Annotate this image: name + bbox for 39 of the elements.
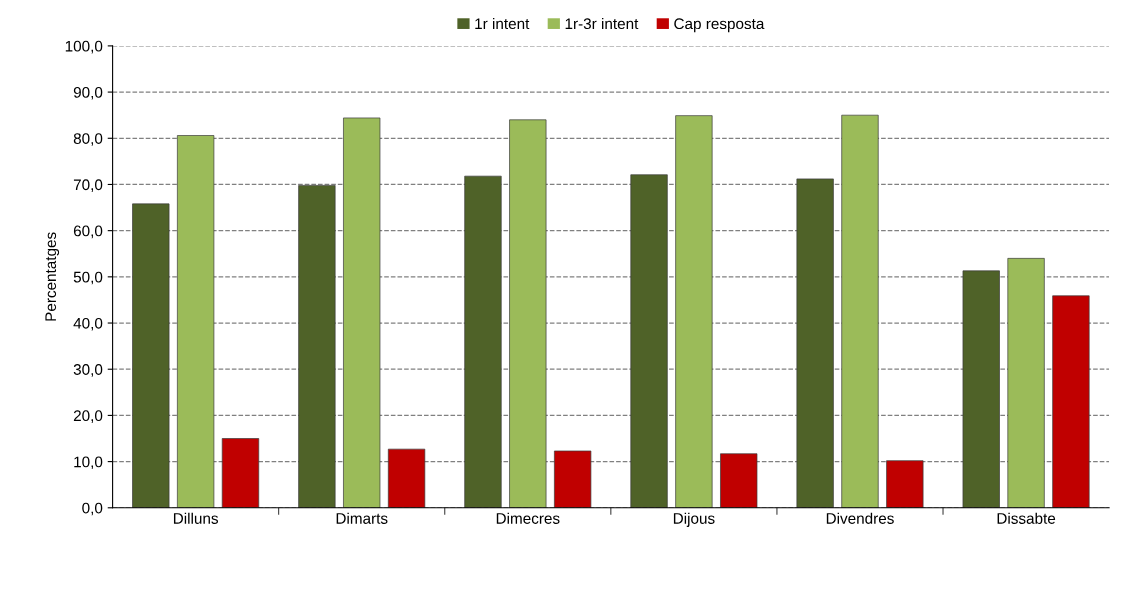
x-tick-label: Dijous — [673, 512, 715, 527]
bar — [343, 117, 381, 508]
y-tick-label: 100,0 — [65, 40, 103, 54]
bar — [962, 270, 1000, 508]
y-tick-label: 50,0 — [73, 271, 103, 285]
legend-label: 1r-3r intent — [565, 17, 639, 30]
bar — [886, 460, 924, 508]
y-tick-label: 40,0 — [73, 317, 103, 331]
bar — [464, 175, 502, 508]
bar — [1007, 258, 1045, 508]
bar — [177, 135, 215, 508]
x-tick-label: Dimarts — [336, 512, 388, 524]
y-tick-label: 90,0 — [73, 86, 103, 100]
bar — [298, 185, 336, 508]
bar — [132, 203, 170, 508]
bar — [387, 448, 426, 508]
bar — [554, 450, 592, 508]
bar — [796, 178, 834, 508]
bar — [630, 174, 668, 508]
y-tick-label: 70,0 — [73, 179, 103, 192]
y-tick-label: 30,0 — [73, 364, 103, 377]
bar — [509, 119, 547, 508]
x-tick-label: Dissabte — [997, 512, 1056, 524]
x-tick-label: Dilluns — [173, 512, 219, 524]
y-axis-title: Percentatges — [45, 232, 60, 321]
y-tick-label: 0,0 — [82, 502, 103, 516]
y-tick-label: 60,0 — [73, 225, 103, 239]
bar — [221, 438, 260, 508]
legend-label: 1r intent — [475, 17, 530, 30]
bar — [720, 453, 758, 508]
legend-label: Cap resposta — [674, 18, 765, 33]
bar — [1052, 295, 1090, 508]
y-tick-label: 80,0 — [73, 133, 103, 146]
bar — [841, 114, 879, 508]
x-tick-label: Dimecres — [496, 512, 560, 524]
x-tick-label: Divendres — [826, 512, 894, 524]
bar — [675, 115, 713, 508]
y-tick-label: 10,0 — [74, 456, 103, 470]
y-tick-label: 20,0 — [73, 410, 103, 423]
